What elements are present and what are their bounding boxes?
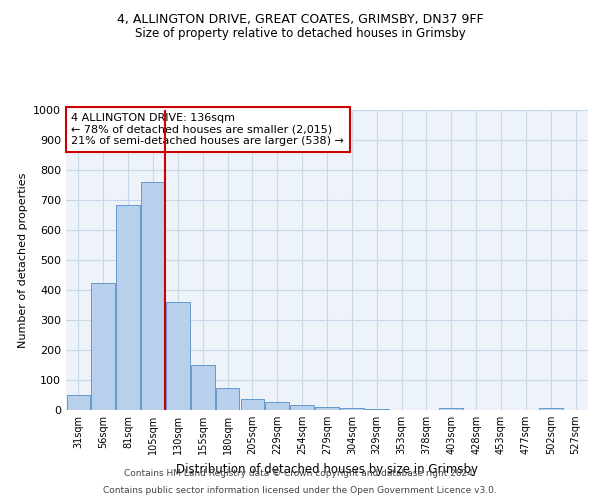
Bar <box>116 204 140 410</box>
Bar <box>191 365 215 410</box>
Bar <box>166 302 190 410</box>
Bar <box>315 407 339 410</box>
Bar <box>216 388 239 410</box>
X-axis label: Distribution of detached houses by size in Grimsby: Distribution of detached houses by size … <box>176 462 478 475</box>
Bar <box>141 182 165 410</box>
Bar <box>241 398 264 410</box>
Bar <box>340 408 364 410</box>
Bar <box>290 405 314 410</box>
Text: Contains HM Land Registry data © Crown copyright and database right 2024.: Contains HM Land Registry data © Crown c… <box>124 468 476 477</box>
Bar <box>539 408 563 410</box>
Y-axis label: Number of detached properties: Number of detached properties <box>17 172 28 348</box>
Text: Contains public sector information licensed under the Open Government Licence v3: Contains public sector information licen… <box>103 486 497 495</box>
Text: Size of property relative to detached houses in Grimsby: Size of property relative to detached ho… <box>134 28 466 40</box>
Text: 4 ALLINGTON DRIVE: 136sqm
← 78% of detached houses are smaller (2,015)
21% of se: 4 ALLINGTON DRIVE: 136sqm ← 78% of detac… <box>71 113 344 146</box>
Bar <box>265 402 289 410</box>
Bar <box>439 408 463 410</box>
Text: 4, ALLINGTON DRIVE, GREAT COATES, GRIMSBY, DN37 9FF: 4, ALLINGTON DRIVE, GREAT COATES, GRIMSB… <box>116 12 484 26</box>
Bar <box>91 282 115 410</box>
Bar <box>67 395 90 410</box>
